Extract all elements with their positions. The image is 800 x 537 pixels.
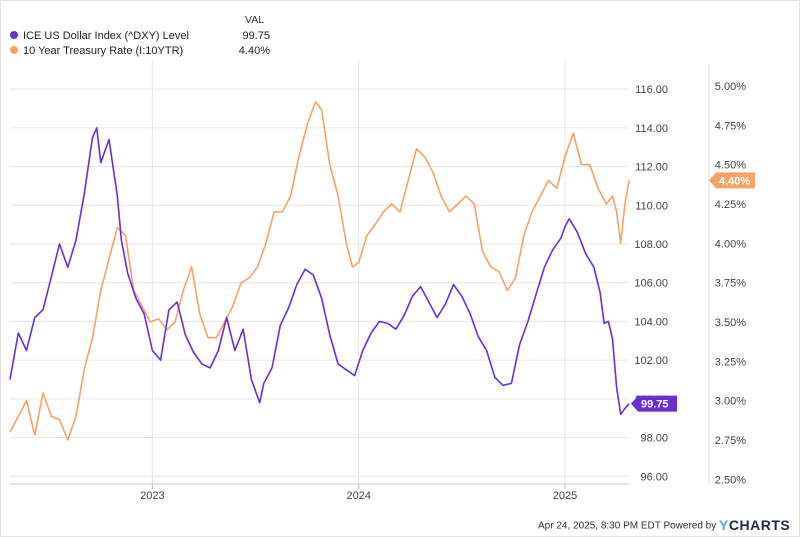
- y-left-tick-label: 102.00: [634, 355, 668, 367]
- x-tick-label: 2024: [346, 490, 370, 502]
- legend-item-10ytr[interactable]: 10 Year Treasury Rate (I:10YTR) 4.40%: [10, 44, 270, 58]
- legend-dot-10ytr: [10, 46, 18, 55]
- y-right-tick-label: 2.50%: [715, 474, 746, 486]
- legend-value-dxy: 99.75: [242, 30, 270, 42]
- y-left-tick-label: 110.00: [635, 200, 668, 212]
- legend-value-10ytr: 4.40%: [238, 45, 270, 57]
- y-right-tick-label: 4.00%: [715, 238, 746, 250]
- legend-value-header: VAL: [245, 14, 265, 26]
- y-right-tick-label: 5.00%: [715, 81, 746, 93]
- svg-text:4.40%: 4.40%: [719, 175, 750, 187]
- y-right-tick-label: 3.75%: [715, 278, 746, 290]
- footer: Apr 24, 2025, 8:30 PM EDT Powered by YCH…: [538, 517, 791, 534]
- legend-item-dxy[interactable]: ICE US Dollar Index (^DXY) Level 99.75: [10, 29, 270, 43]
- y-left-tick-label: 96.00: [640, 471, 668, 483]
- y-left-tick-label: 98.00: [640, 433, 668, 445]
- footer-timestamp: Apr 24, 2025, 8:30 PM EDT Powered by: [538, 520, 717, 532]
- y-right-tick-label: 3.50%: [715, 317, 746, 329]
- badge-10ytr-last: 4.40%: [709, 172, 755, 189]
- y-left-tick-label: 108.00: [634, 239, 668, 251]
- y-right-tick-label: 3.25%: [715, 356, 746, 368]
- y-left-tick-label: 114.00: [635, 123, 668, 135]
- legend-label-dxy: ICE US Dollar Index (^DXY) Level: [23, 30, 189, 43]
- series-line-10ytr: [9, 101, 630, 441]
- y-left-tick-label: 116.00: [635, 84, 668, 96]
- y-right-tick-label: 4.25%: [715, 199, 746, 211]
- x-tick-label: 2025: [553, 490, 577, 502]
- y-left-tick-label: 104.00: [634, 316, 668, 328]
- y-left-tick-label: 106.00: [634, 278, 668, 290]
- badge-dxy-last: 99.75: [631, 395, 677, 412]
- svg-text:99.75: 99.75: [641, 399, 669, 411]
- y-right-tick-label: 4.50%: [715, 160, 746, 172]
- legend-label-10ytr: 10 Year Treasury Rate (I:10YTR): [23, 45, 184, 58]
- x-tick-label: 2023: [140, 490, 164, 502]
- y-right-tick-label: 3.00%: [715, 396, 746, 408]
- ycharts-logo[interactable]: YCHARTS: [719, 517, 791, 533]
- y-right-tick-label: 4.75%: [715, 120, 746, 132]
- y-left-tick-label: 112.00: [635, 162, 668, 174]
- y-right-tick-label: 2.75%: [715, 435, 746, 447]
- series-line-dxy: [9, 127, 630, 416]
- legend-dot-dxy: [10, 31, 18, 40]
